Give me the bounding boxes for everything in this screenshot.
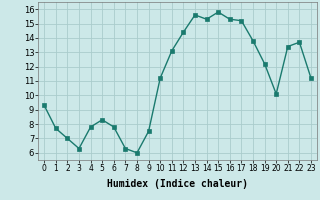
X-axis label: Humidex (Indice chaleur): Humidex (Indice chaleur) (107, 179, 248, 189)
